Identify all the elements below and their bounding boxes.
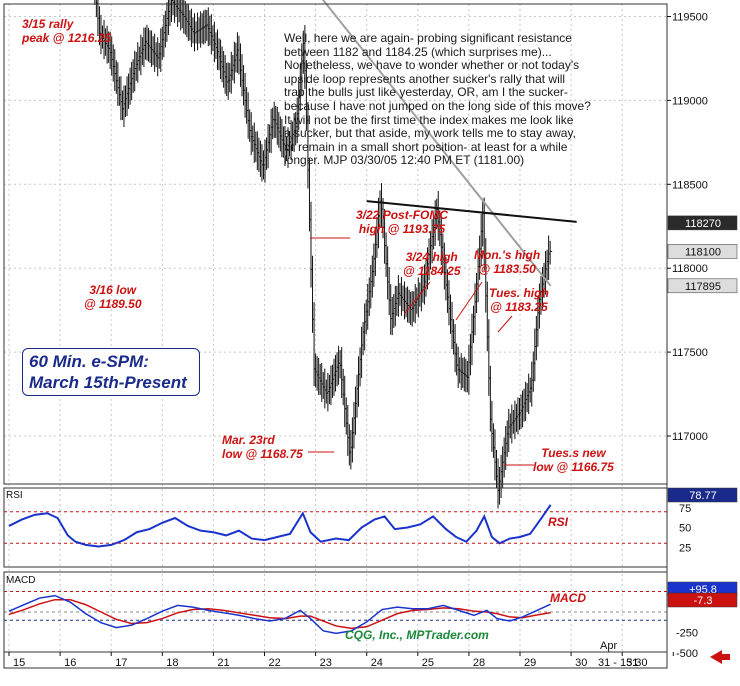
price-tag-box xyxy=(667,244,738,259)
annotation-tues-low: Tues.s new low @ 1166.75 xyxy=(533,446,614,474)
rsi-value-tag: 78.77 xyxy=(689,490,717,502)
price-tick-label: 119000 xyxy=(672,95,708,107)
date-tick-label: 31 xyxy=(626,657,638,669)
commentary-line: or remain in a small short position- at … xyxy=(284,139,568,154)
date-tick-label: 16 xyxy=(64,657,76,669)
date-tick-label: 18 xyxy=(166,657,178,669)
commentary-line: trap the bulls just like yesterday, OR, … xyxy=(284,85,568,100)
price-tick-label: 119500 xyxy=(672,12,708,24)
commentary-line: a sucker, but that aside, my work tells … xyxy=(284,126,576,141)
annotation-rally-peak: 3/15 rally peak @ 1216.25 xyxy=(22,17,112,45)
macd-tick-label: -250 xyxy=(676,628,698,640)
price-bars xyxy=(94,0,553,509)
price-tick-label: 117000 xyxy=(672,431,708,443)
annotation-mon-high: Mon.'s high @ 1183.50 xyxy=(474,248,541,276)
commentary-line: because I have not jumped on the long si… xyxy=(284,98,591,113)
date-tick-label: 30 xyxy=(575,657,587,669)
macd-panel-label: MACD xyxy=(6,575,35,586)
commentary-line: between 1182 and 1184.25 (which surprise… xyxy=(284,44,552,59)
resistance-line xyxy=(366,200,577,223)
chart-title-line: 60 Min. e-SPM: xyxy=(29,352,149,371)
macd-signal-line xyxy=(8,598,551,630)
chart-title-line: March 15th-Present xyxy=(29,373,187,392)
macd-signal-tag-box xyxy=(667,592,738,608)
annotation-high-3-24: 3/24 high @ 1184.25 xyxy=(403,250,461,278)
annotation-callouts xyxy=(308,237,534,466)
price-tick-label: 118500 xyxy=(672,179,708,191)
annotation-low-3-16: 3/16 low @ 1189.50 xyxy=(84,283,142,311)
date-tick-label: 25 xyxy=(422,657,434,669)
drawn-lines xyxy=(321,0,577,287)
date-tick-label: 15 xyxy=(13,657,25,669)
macd-inline-label: MACD xyxy=(550,591,586,605)
date-tick-label: 22 xyxy=(269,657,281,669)
callout-line xyxy=(403,281,431,315)
rsi-tick-label: 50 xyxy=(679,523,691,535)
month-label: Apr xyxy=(600,640,617,652)
price-tag: 118100 xyxy=(685,246,721,258)
rsi-line xyxy=(8,504,552,548)
commentary-line: Well, here we are again- probing signifi… xyxy=(284,31,572,45)
date-tick-label: 28 xyxy=(473,657,485,669)
macd-tick-label: -500 xyxy=(676,648,698,660)
date-tick-label: 29 xyxy=(524,657,536,669)
price-tick-label: 117500 xyxy=(672,347,708,359)
date-tick-label: 17 xyxy=(115,657,127,669)
price-tag-box xyxy=(667,278,738,294)
annotation-tues-high: Tues. high @ 1183.25 xyxy=(489,286,549,314)
date-tick-label: 23 xyxy=(320,657,332,669)
credit-text: CQG, Inc., MPTrader.com xyxy=(345,628,489,642)
date-tick-label: 31 - 15:30 xyxy=(598,657,648,669)
rsi-inline-label: RSI xyxy=(548,515,569,529)
chart-grid xyxy=(4,4,667,652)
commentary-line: upside loop represents another sucker's … xyxy=(284,71,566,86)
axis-labels: 1170001175001180001185001190001195001200… xyxy=(8,12,708,669)
macd-series xyxy=(8,594,551,635)
price-tick-label: 118000 xyxy=(672,263,708,275)
callout-line xyxy=(497,315,513,333)
scroll-arrow-icon[interactable] xyxy=(710,650,730,664)
rsi-tick-label: 25 xyxy=(679,542,691,554)
commentary-line: longer. MJP 03/30/05 12:40 PM ET (1181.0… xyxy=(284,153,525,168)
callout-line xyxy=(455,281,483,321)
macd-signal-tag: -7.3 xyxy=(694,595,713,607)
date-tick-label: 24 xyxy=(371,657,383,669)
commentary-line: It will not be the first time the index … xyxy=(284,112,574,127)
commentary-text: Well, here we are again- probing signifi… xyxy=(284,31,614,168)
price-tag-box xyxy=(667,215,738,231)
rsi-panel-label: RSI xyxy=(6,490,23,501)
chart-frame xyxy=(3,3,668,669)
chart-title-box: 60 Min. e-SPM: March 15th-Present xyxy=(22,348,200,396)
rsi-tick-label: 75 xyxy=(679,503,691,515)
commentary-line: Nonetheless, we have to wonder whether o… xyxy=(284,58,580,73)
date-tick-label: 21 xyxy=(217,657,229,669)
declining-trendline xyxy=(321,0,552,287)
macd-main-line xyxy=(8,594,551,635)
annotation-low-mar-23: Mar. 23rd low @ 1168.75 xyxy=(222,433,303,461)
price-tag: 117895 xyxy=(685,281,721,293)
price-tag: 118270 xyxy=(685,218,721,230)
annotation-post-fomc-high: 3/22 Post-FOMC high @ 1193.75 xyxy=(356,208,449,236)
rsi-value-tag-box xyxy=(667,487,738,503)
rsi-series xyxy=(8,504,552,548)
